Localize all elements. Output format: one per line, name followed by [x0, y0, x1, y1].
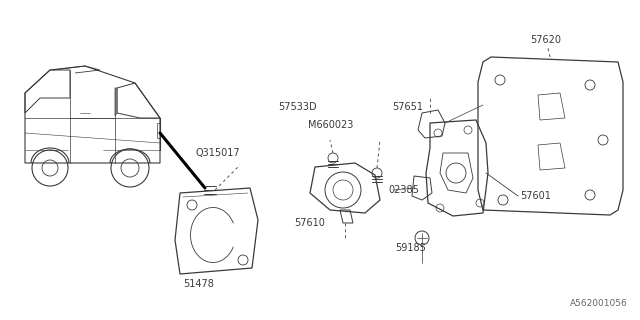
Text: 57533D: 57533D	[278, 102, 317, 112]
Text: 57651: 57651	[392, 102, 423, 112]
Text: 57610: 57610	[294, 218, 325, 228]
Text: A562001056: A562001056	[570, 299, 628, 308]
Text: 02385: 02385	[388, 185, 419, 195]
Text: Q315017: Q315017	[196, 148, 241, 158]
Text: 59185: 59185	[395, 243, 426, 253]
Text: 57620: 57620	[530, 35, 561, 45]
Text: M660023: M660023	[308, 120, 353, 130]
Text: 51478: 51478	[183, 279, 214, 289]
Text: 57601: 57601	[520, 191, 551, 201]
